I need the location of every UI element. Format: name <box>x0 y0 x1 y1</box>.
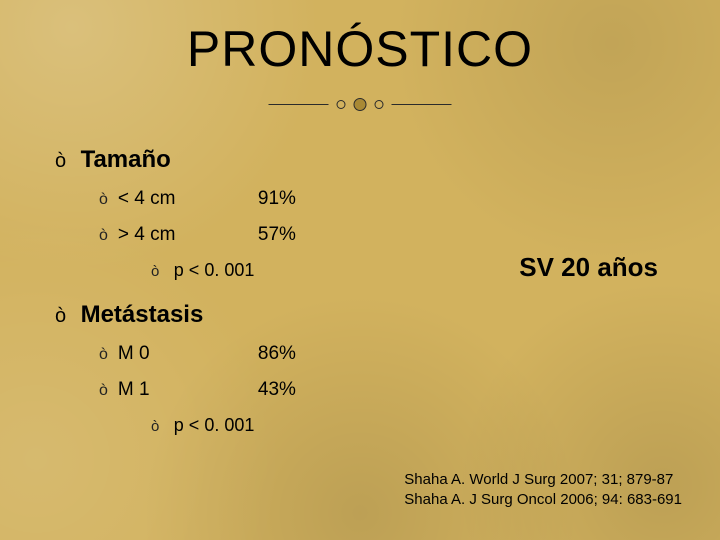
slide: PRONÓSTICO ò Tamaño ò < 4 cm 91% ò > 4 c… <box>0 0 720 540</box>
row-value: 86% <box>258 343 296 365</box>
down-arrow-icon: ò <box>99 346 108 364</box>
content-area: ò Tamaño ò < 4 cm 91% ò > 4 cm 57% ò p <… <box>55 140 690 436</box>
row-value: 91% <box>258 188 296 210</box>
row-label: M 0 <box>118 343 258 365</box>
section-heading-row: ò Tamaño <box>55 146 690 174</box>
row-value: 57% <box>258 224 296 246</box>
down-arrow-icon: ò <box>151 263 159 280</box>
slide-title: PRONÓSTICO <box>0 20 720 78</box>
data-row: ò M 1 43% <box>99 379 690 401</box>
row-label: > 4 cm <box>118 224 258 246</box>
reference-line: Shaha A. World J Surg 2007; 31; 879-87 <box>404 470 682 490</box>
callout-text: SV 20 años <box>519 252 658 283</box>
section-heading: Metástasis <box>81 301 204 328</box>
down-arrow-icon: ò <box>99 191 108 209</box>
row-label: < 4 cm <box>118 188 258 210</box>
down-arrow-icon: ò <box>99 382 108 400</box>
down-arrow-icon: ò <box>55 305 66 328</box>
title-divider <box>269 98 452 111</box>
down-arrow-icon: ò <box>99 227 108 245</box>
row-label: M 1 <box>118 379 258 401</box>
pvalue-row: ò p < 0. 001 <box>151 415 690 436</box>
row-value: 43% <box>258 379 296 401</box>
pvalue-text: p < 0. 001 <box>174 260 255 280</box>
data-row: ò < 4 cm 91% <box>99 188 690 210</box>
section-heading-row: ò Metástasis <box>55 301 690 329</box>
divider-dot <box>375 100 384 109</box>
data-row: ò M 0 86% <box>99 343 690 365</box>
pvalue-text: p < 0. 001 <box>174 415 255 435</box>
divider-dot-center <box>354 98 367 111</box>
down-arrow-icon: ò <box>55 150 66 173</box>
divider-dot <box>337 100 346 109</box>
references: Shaha A. World J Surg 2007; 31; 879-87 S… <box>404 470 682 511</box>
divider-line-left <box>269 104 329 105</box>
data-row: ò > 4 cm 57% <box>99 224 690 246</box>
down-arrow-icon: ò <box>151 418 159 435</box>
divider-line-right <box>392 104 452 105</box>
section-heading: Tamaño <box>81 146 171 173</box>
reference-line: Shaha A. J Surg Oncol 2006; 94: 683-691 <box>404 490 682 510</box>
